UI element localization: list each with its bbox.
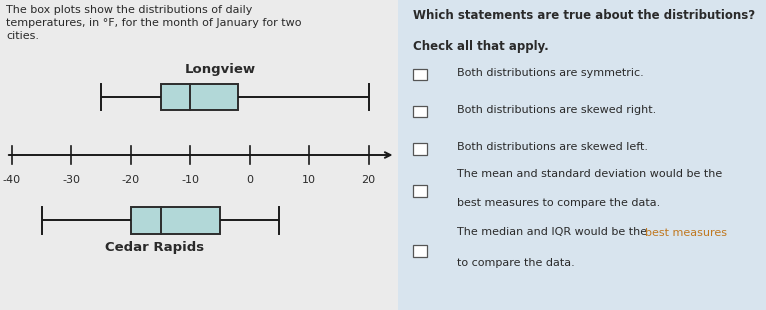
Bar [413,106,427,117]
Text: -30: -30 [62,175,80,185]
Text: -20: -20 [122,175,140,185]
Bar [413,185,427,197]
Text: The mean and standard deviation would be the: The mean and standard deviation would be… [457,169,722,179]
Text: The box plots show the distributions of daily
temperatures, in °F, for the month: The box plots show the distributions of … [6,5,302,41]
Text: 10: 10 [302,175,316,185]
Text: best measures to compare the data.: best measures to compare the data. [457,198,660,208]
Text: 20: 20 [362,175,375,185]
Text: Both distributions are skewed left.: Both distributions are skewed left. [457,142,648,152]
Bar [413,143,427,155]
Text: Both distributions are symmetric.: Both distributions are symmetric. [457,68,644,78]
Text: Check all that apply.: Check all that apply. [413,40,548,53]
Text: best measures: best measures [645,228,727,237]
Text: 0: 0 [246,175,254,185]
Bar [413,245,427,257]
Bar [413,69,427,80]
Text: Cedar Rapids: Cedar Rapids [105,241,204,254]
Text: The median and IQR would be the: The median and IQR would be the [457,228,651,237]
Text: -40: -40 [3,175,21,185]
Text: -10: -10 [182,175,199,185]
Bar [161,84,237,110]
Text: to compare the data.: to compare the data. [457,259,575,268]
Text: Both distributions are skewed right.: Both distributions are skewed right. [457,105,656,115]
Bar [131,207,220,234]
Text: Longview: Longview [185,63,256,76]
Text: Which statements are true about the distributions?: Which statements are true about the dist… [413,9,755,22]
